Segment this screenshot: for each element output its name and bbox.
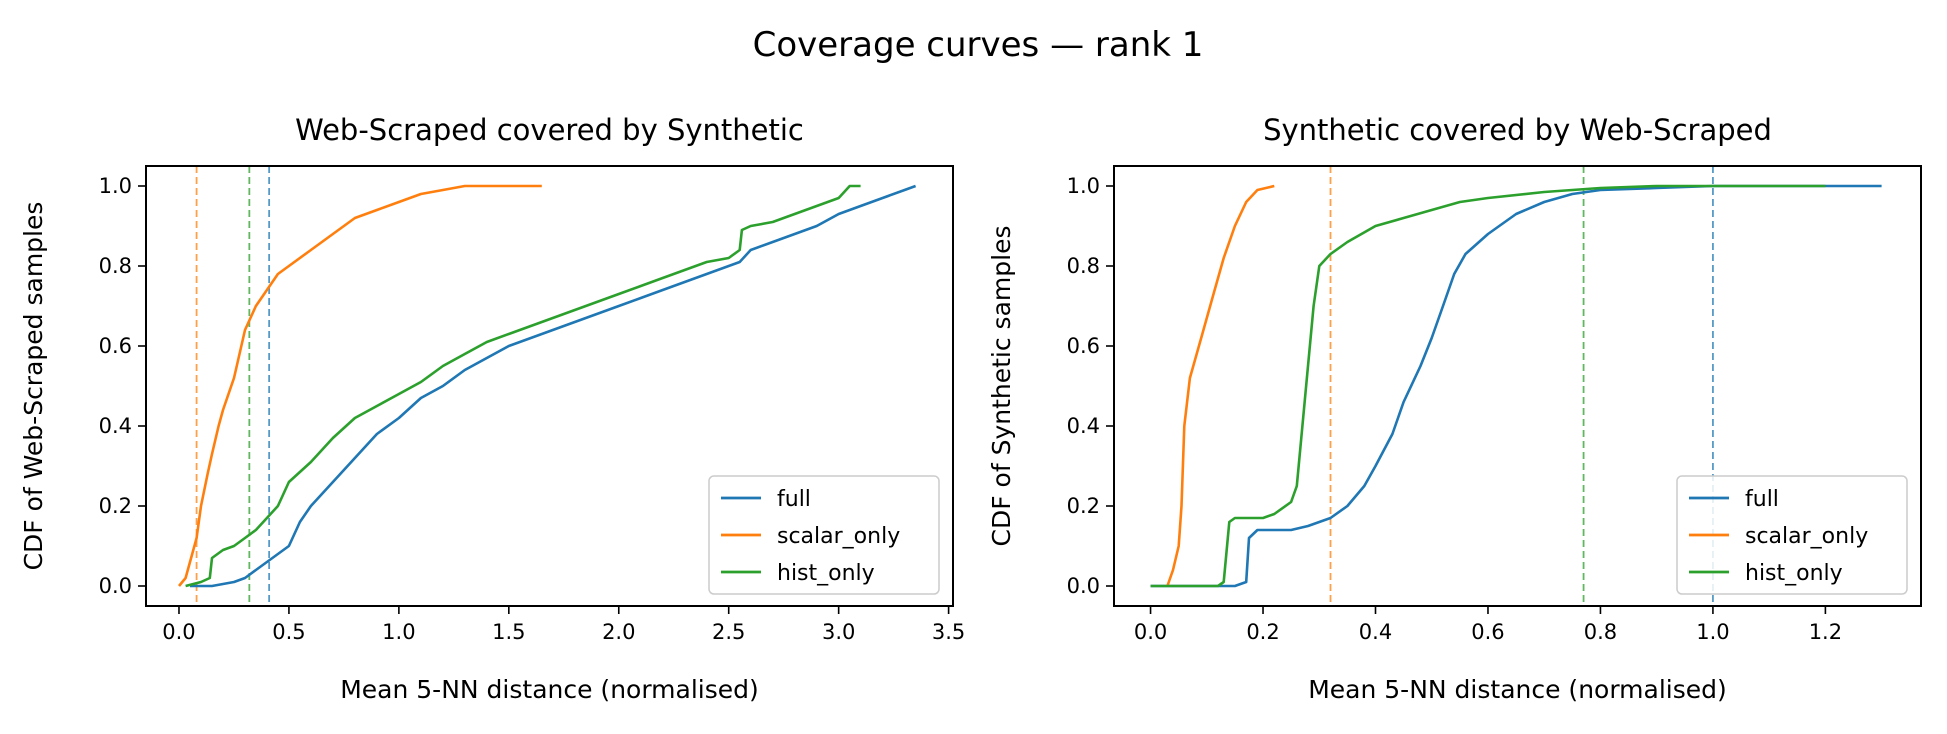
axes-frame [145, 165, 954, 607]
x-tick-label: 1.0 [382, 620, 415, 644]
x-tick-label: 0.0 [162, 620, 195, 644]
x-tick-label: 0.8 [1584, 620, 1617, 644]
x-axis-label: Mean 5-NN distance (normalised) [1308, 675, 1727, 704]
y-tick-label: 0.6 [99, 334, 132, 358]
x-tick-label: 0.2 [1246, 620, 1279, 644]
figure-title: Coverage curves — rank 1 [753, 25, 1204, 65]
legend-box [708, 475, 940, 595]
panel-synthetic-covered: Synthetic covered by Web-Scraped 0.0 0.2 0.… [987, 113, 1922, 704]
plot-area [177, 166, 917, 606]
y-tick-label: 0.0 [99, 574, 132, 598]
series-line-full [190, 184, 917, 588]
series-line-hist-only [1150, 184, 1826, 588]
x-tick-label: 3.0 [822, 620, 855, 644]
x-tick-label: 3.5 [932, 620, 965, 644]
series-line-scalar-only [177, 184, 542, 587]
legend-label: scalar_only [1745, 524, 1868, 549]
panel-title: Web-Scraped covered by Synthetic [295, 113, 804, 147]
legend-label: scalar_only [777, 524, 900, 549]
x-tick-label: 0.5 [272, 620, 305, 644]
legend-label: full [1745, 487, 1779, 512]
y-tick-label: 0.6 [1067, 334, 1100, 358]
panel-web-scraped-covered: Web-Scraped covered by Synthetic 0.0 0.5 1.… [19, 113, 965, 704]
legend: full scalar_only hist_only [1676, 475, 1908, 595]
y-tick-label: 0.8 [99, 254, 132, 278]
legend-label: hist_only [777, 561, 875, 586]
y-tick-label: 1.0 [99, 174, 132, 198]
legend-label: full [777, 487, 811, 512]
y-tick-label: 0.2 [1067, 494, 1100, 518]
series-line-full [1150, 184, 1882, 588]
x-tick-label: 0.6 [1471, 620, 1504, 644]
series-line-scalar-only [1166, 184, 1275, 587]
axes-frame [1113, 165, 1922, 607]
y-axis-label: CDF of Web-Scraped samples [19, 202, 48, 571]
x-tick-label: 1.0 [1696, 620, 1729, 644]
plot-area [1150, 166, 1882, 606]
y-tick-label: 0.4 [1067, 414, 1100, 438]
x-tick-label: 0.0 [1134, 620, 1167, 644]
x-tick-label: 1.2 [1809, 620, 1842, 644]
legend-box [1676, 475, 1908, 595]
legend: full scalar_only hist_only [708, 475, 940, 595]
series-line-hist-only [185, 184, 861, 588]
legend-label: hist_only [1745, 561, 1843, 586]
panel-title: Synthetic covered by Web-Scraped [1263, 113, 1772, 147]
x-tick-label: 2.0 [602, 620, 635, 644]
y-axis-label: CDF of Synthetic samples [987, 226, 1016, 547]
y-tick-label: 1.0 [1067, 174, 1100, 198]
x-tick-label: 1.5 [492, 620, 525, 644]
y-tick-label: 0.0 [1067, 574, 1100, 598]
y-tick-label: 0.2 [99, 494, 132, 518]
x-tick-label: 0.4 [1359, 620, 1392, 644]
x-tick-label: 2.5 [712, 620, 745, 644]
y-tick-label: 0.8 [1067, 254, 1100, 278]
y-tick-label: 0.4 [99, 414, 132, 438]
x-axis-label: Mean 5-NN distance (normalised) [340, 675, 759, 704]
